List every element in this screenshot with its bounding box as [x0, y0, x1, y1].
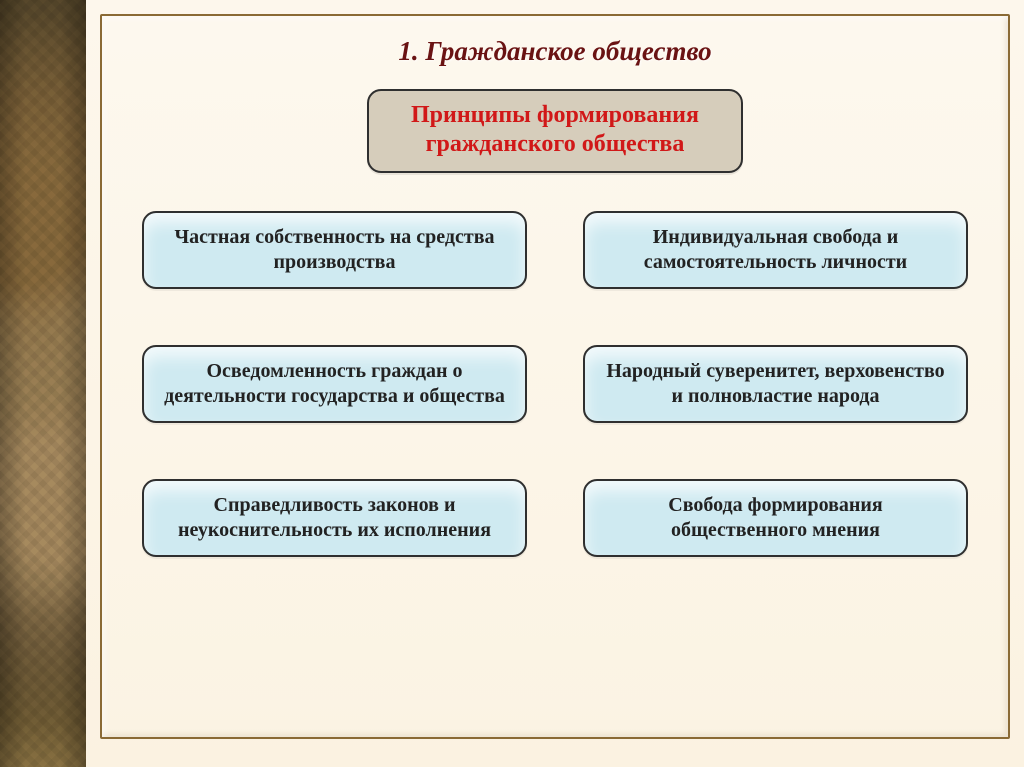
header-box: Принципы формирования гражданского общес…: [367, 89, 743, 173]
principle-node: Свобода формирования общественного мнени…: [583, 479, 968, 557]
header-line-1: Принципы формирования: [411, 101, 699, 130]
slide-title: 1. Гражданское общество: [136, 36, 974, 67]
principle-node: Частная собственность на средства произв…: [142, 211, 527, 289]
slide-root: 1. Гражданское общество Принципы формиро…: [0, 0, 1024, 767]
principle-node: Осведомленность граждан о деятельности г…: [142, 345, 527, 423]
sidebar-texture: [0, 0, 86, 767]
header-line-2: гражданского общества: [411, 130, 699, 159]
principles-grid: Частная собственность на средства произв…: [136, 211, 974, 557]
principle-node: Индивидуальная свобода и самостоятельнос…: [583, 211, 968, 289]
principle-node: Справедливость законов и неукоснительнос…: [142, 479, 527, 557]
principle-node: Народный суверенитет, верховенство и пол…: [583, 345, 968, 423]
content-wrap: 1. Гражданское общество Принципы формиро…: [86, 0, 1024, 767]
inner-frame: 1. Гражданское общество Принципы формиро…: [100, 14, 1010, 739]
